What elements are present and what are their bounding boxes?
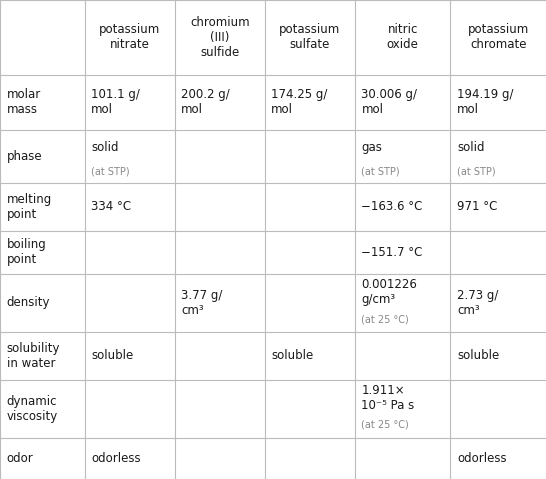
Text: (at 25 °C): (at 25 °C) bbox=[361, 314, 409, 324]
Text: solid: solid bbox=[457, 140, 484, 154]
Text: 30.006 g/
mol: 30.006 g/ mol bbox=[361, 88, 418, 116]
Text: (at STP): (at STP) bbox=[91, 166, 130, 176]
Text: phase: phase bbox=[7, 150, 42, 163]
Text: 101.1 g/
mol: 101.1 g/ mol bbox=[91, 88, 140, 116]
Text: chromium
(III)
sulfide: chromium (III) sulfide bbox=[190, 16, 250, 59]
Text: 971 °C: 971 °C bbox=[457, 201, 497, 214]
Text: solid: solid bbox=[91, 140, 118, 154]
Text: nitric
oxide: nitric oxide bbox=[387, 23, 419, 51]
Text: potassium
chromate: potassium chromate bbox=[467, 23, 529, 51]
Text: 194.19 g/
mol: 194.19 g/ mol bbox=[457, 88, 513, 116]
Text: −151.7 °C: −151.7 °C bbox=[361, 246, 423, 259]
Text: dynamic
viscosity: dynamic viscosity bbox=[7, 395, 58, 422]
Text: boiling
point: boiling point bbox=[7, 239, 46, 266]
Text: (at STP): (at STP) bbox=[361, 166, 400, 176]
Text: melting
point: melting point bbox=[7, 193, 52, 221]
Text: density: density bbox=[7, 297, 50, 309]
Text: 200.2 g/
mol: 200.2 g/ mol bbox=[181, 88, 230, 116]
Text: molar
mass: molar mass bbox=[7, 88, 41, 116]
Text: 0.001226
g/cm³: 0.001226 g/cm³ bbox=[361, 278, 417, 307]
Text: potassium
nitrate: potassium nitrate bbox=[99, 23, 161, 51]
Text: soluble: soluble bbox=[271, 349, 313, 362]
Text: solubility
in water: solubility in water bbox=[7, 342, 60, 370]
Text: −163.6 °C: −163.6 °C bbox=[361, 201, 423, 214]
Text: 334 °C: 334 °C bbox=[91, 201, 131, 214]
Text: 3.77 g/
cm³: 3.77 g/ cm³ bbox=[181, 289, 223, 317]
Text: odorless: odorless bbox=[91, 452, 141, 465]
Text: gas: gas bbox=[361, 140, 382, 154]
Text: 2.73 g/
cm³: 2.73 g/ cm³ bbox=[457, 289, 498, 317]
Text: (at STP): (at STP) bbox=[457, 166, 496, 176]
Text: potassium
sulfate: potassium sulfate bbox=[279, 23, 341, 51]
Text: 1.911×
10⁻⁵ Pa s: 1.911× 10⁻⁵ Pa s bbox=[361, 384, 415, 412]
Text: soluble: soluble bbox=[91, 349, 133, 362]
Text: odor: odor bbox=[7, 452, 33, 465]
Text: soluble: soluble bbox=[457, 349, 499, 362]
Text: 174.25 g/
mol: 174.25 g/ mol bbox=[271, 88, 328, 116]
Text: odorless: odorless bbox=[457, 452, 507, 465]
Text: (at 25 °C): (at 25 °C) bbox=[361, 420, 409, 430]
